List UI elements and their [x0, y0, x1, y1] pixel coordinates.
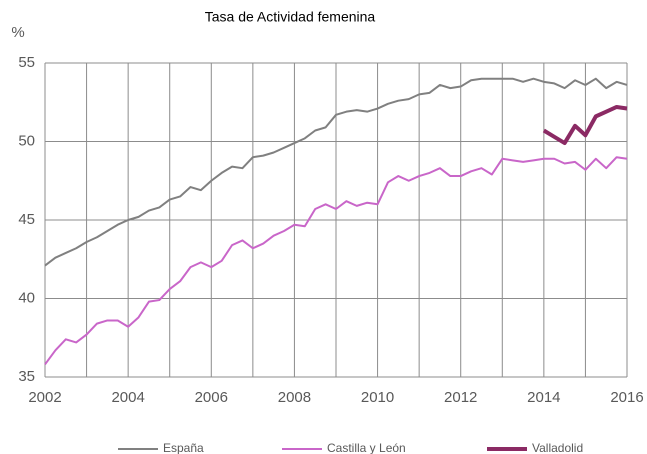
- x-tick-label: 2004: [111, 389, 144, 406]
- y-tick-label: 45: [18, 211, 35, 228]
- series-line: [44, 77, 628, 267]
- y-tick-label: 40: [18, 289, 35, 306]
- y-tick-label: 35: [18, 368, 35, 385]
- x-tick-label: 2002: [28, 389, 61, 406]
- legend-label: Valladolid: [532, 441, 583, 454]
- x-tick-label: 2006: [195, 389, 228, 406]
- y-tick-label: 55: [18, 54, 35, 71]
- series-line: [44, 156, 628, 366]
- legend-label: España: [163, 441, 204, 454]
- x-tick-label: 2010: [361, 389, 394, 406]
- x-tick-label: 2012: [444, 389, 477, 406]
- x-tick-label: 2016: [610, 389, 643, 406]
- series-line: [542, 104, 628, 146]
- y-axis-label: %: [11, 24, 24, 41]
- chart-title: Tasa de Actividad femenina: [205, 9, 376, 25]
- y-tick-label: 50: [18, 132, 35, 149]
- x-tick-label: 2014: [527, 389, 560, 406]
- legend-label: Castilla y León: [327, 441, 406, 454]
- x-tick-label: 2008: [278, 389, 311, 406]
